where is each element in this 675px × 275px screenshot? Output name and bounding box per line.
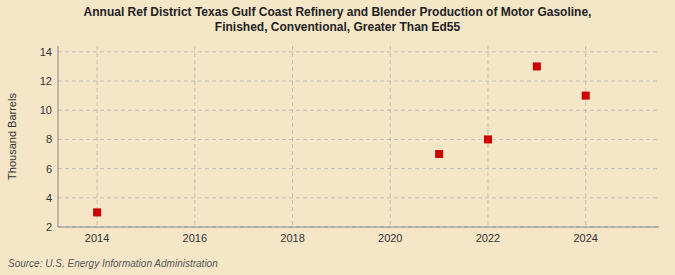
x-tick-label: 2014 bbox=[85, 232, 109, 244]
grid bbox=[58, 46, 659, 227]
x-tick-label: 2016 bbox=[183, 232, 207, 244]
point bbox=[484, 135, 492, 143]
x-grid-line bbox=[292, 46, 293, 227]
y-tick-label: 2 bbox=[46, 221, 52, 233]
points bbox=[93, 62, 590, 216]
x-tick-label: 2024 bbox=[573, 232, 597, 244]
title: Annual Ref District Texas Gulf Coast Ref… bbox=[84, 5, 592, 34]
x-axis-line bbox=[58, 227, 659, 228]
y-tick-label: 4 bbox=[46, 192, 52, 204]
y-grid-line bbox=[58, 139, 659, 140]
y-axis-label: Thousand Barrels bbox=[6, 93, 18, 180]
point bbox=[582, 92, 590, 100]
y-tick-label: 6 bbox=[46, 163, 52, 175]
y-tick-label: 14 bbox=[40, 46, 52, 58]
y-grid-line bbox=[58, 227, 659, 228]
y-grid-line bbox=[58, 81, 659, 82]
chart: 2014 2016 2018 2020 2022 2024 2 4 6 8 10 12 14 Annual… bbox=[0, 0, 675, 275]
background bbox=[0, 0, 675, 275]
y-tick-label: 12 bbox=[40, 75, 52, 87]
x-grid-line bbox=[585, 46, 586, 227]
y-grid-line bbox=[58, 197, 659, 198]
source: Source: U.S. Energy Information Administ… bbox=[8, 258, 218, 269]
x-grid-line bbox=[97, 46, 98, 227]
x-tick-label: 2018 bbox=[280, 232, 304, 244]
y-axis-line bbox=[58, 46, 59, 227]
x-tick-label: 2020 bbox=[378, 232, 402, 244]
y-grid-line bbox=[58, 168, 659, 169]
y-tick-label: 10 bbox=[40, 104, 52, 116]
point bbox=[435, 150, 443, 158]
point bbox=[533, 62, 541, 70]
x-grid-line bbox=[390, 46, 391, 227]
y-grid-line bbox=[58, 110, 659, 111]
y-grid-line bbox=[58, 51, 659, 52]
point bbox=[93, 208, 101, 216]
x-tick-label: 2022 bbox=[476, 232, 500, 244]
y-tick-label: 8 bbox=[46, 133, 52, 145]
x-grid-line bbox=[194, 46, 195, 227]
